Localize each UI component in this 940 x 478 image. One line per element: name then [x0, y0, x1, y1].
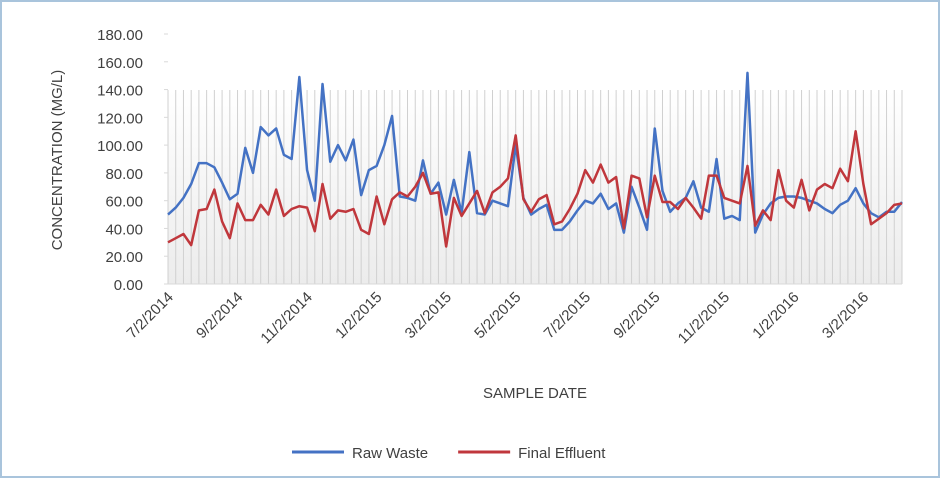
x-axis-label: SAMPLE DATE: [483, 385, 587, 402]
plot-background: [168, 90, 902, 284]
y-tick-label: 120.00: [97, 110, 143, 127]
y-tick-label: 180.00: [97, 27, 143, 44]
y-axis-label: CONCENTRATION (MG/L): [49, 70, 66, 251]
legend-label: Raw Waste: [352, 445, 428, 462]
y-tick-label: 160.00: [97, 55, 143, 72]
legend-label: Final Effluent: [518, 445, 606, 462]
y-tick-label: 20.00: [105, 249, 143, 266]
y-tick-label: 140.00: [97, 83, 143, 100]
y-tick-label: 40.00: [105, 221, 143, 238]
y-tick-label: 0.00: [114, 277, 143, 294]
y-tick-label: 80.00: [105, 166, 143, 183]
y-tick-label: 60.00: [105, 194, 143, 211]
y-tick-label: 100.00: [97, 138, 143, 155]
data-line: [167, 71, 903, 234]
data-line: [167, 129, 903, 248]
